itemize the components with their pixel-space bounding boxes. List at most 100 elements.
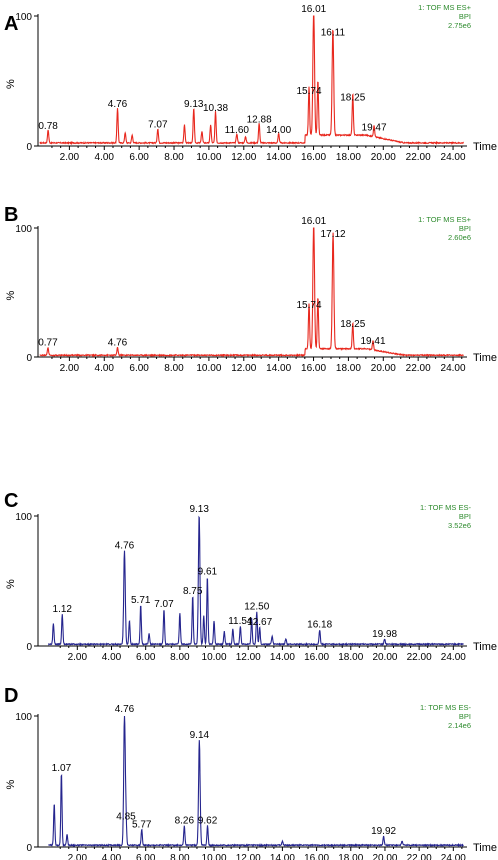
peak-label: 18.25 xyxy=(340,319,365,330)
peak-label: 1.07 xyxy=(52,763,72,774)
x-tick-label: 18.00 xyxy=(338,853,363,860)
y-axis-label: % xyxy=(5,79,17,89)
x-tick-label: 20.00 xyxy=(372,853,397,860)
x-tick-label: 22.00 xyxy=(407,853,432,860)
acquisition-info-line: 1: TOF MS ES- xyxy=(420,503,471,512)
chromatogram-trace xyxy=(48,515,464,647)
x-tick-label: 14.00 xyxy=(270,853,295,860)
x-tick-label: 24.00 xyxy=(441,363,466,374)
x-tick-label: 2.00 xyxy=(68,853,88,860)
x-tick-label: 12.00 xyxy=(231,363,256,374)
x-tick-label: 12.00 xyxy=(236,652,261,663)
y-tick-label: 100 xyxy=(15,12,32,23)
peak-label: 9.13 xyxy=(184,99,204,110)
x-tick-label: 20.00 xyxy=(372,652,397,663)
peak-label: 9.61 xyxy=(198,566,218,577)
y-tick-label: 0 xyxy=(26,843,32,854)
peak-label: 7.07 xyxy=(148,120,168,131)
chromatogram-trace xyxy=(47,715,464,848)
x-tick-label: 14.00 xyxy=(270,652,295,663)
peak-label: 9.13 xyxy=(189,504,209,515)
y-axis-label: % xyxy=(5,579,17,589)
peak-label: 19.47 xyxy=(362,122,387,133)
peak-label: 9.14 xyxy=(190,730,210,741)
y-tick-label: 0 xyxy=(26,642,32,653)
acquisition-info-line: BPI xyxy=(459,12,471,21)
y-tick-label: 0 xyxy=(26,353,32,364)
x-tick-label: 10.00 xyxy=(196,152,221,163)
x-tick-label: 2.00 xyxy=(60,363,80,374)
x-tick-label: 14.00 xyxy=(266,152,291,163)
peak-label: 19.92 xyxy=(371,826,396,837)
acquisition-info-line: BPI xyxy=(459,224,471,233)
y-tick-label: 0 xyxy=(26,142,32,153)
panel-letter: C xyxy=(4,490,18,512)
peak-label: 0.78 xyxy=(38,121,58,132)
x-tick-label: 6.00 xyxy=(136,853,156,860)
x-tick-label: 12.00 xyxy=(231,152,256,163)
acquisition-info-line: 1: TOF MS ES- xyxy=(420,703,471,712)
x-tick-label: 8.00 xyxy=(170,853,190,860)
x-tick-label: 8.00 xyxy=(170,652,190,663)
peak-label: 10.38 xyxy=(203,103,228,114)
x-tick-label: 24.00 xyxy=(441,853,466,860)
peak-label: 19.98 xyxy=(372,629,397,640)
acquisition-info-line: 2.60e6 xyxy=(448,233,471,242)
x-tick-label: 6.00 xyxy=(136,652,156,663)
peak-label: 7.07 xyxy=(154,599,174,610)
peak-label: 16.11 xyxy=(321,27,346,38)
peak-label: 9.62 xyxy=(198,815,218,826)
x-tick-label: 24.00 xyxy=(441,152,466,163)
y-tick-label: 100 xyxy=(15,712,32,723)
peak-label: 16.18 xyxy=(307,620,332,631)
x-tick-label: 22.00 xyxy=(406,152,431,163)
x-tick-label: 16.00 xyxy=(301,152,326,163)
acquisition-info-line: 1: TOF MS ES+ xyxy=(418,3,471,12)
panel-letter: B xyxy=(4,204,18,226)
x-tick-label: 16.00 xyxy=(304,853,329,860)
x-tick-label: 10.00 xyxy=(196,363,221,374)
acquisition-info-line: 2.75e6 xyxy=(448,21,471,30)
x-tick-label: 16.00 xyxy=(304,652,329,663)
x-axis-label: Time xyxy=(473,352,497,364)
x-tick-label: 2.00 xyxy=(60,152,80,163)
chromatogram-trace xyxy=(39,227,464,358)
x-tick-label: 2.00 xyxy=(68,652,88,663)
x-axis-label: Time xyxy=(473,842,497,854)
peak-label: 11.60 xyxy=(225,125,250,136)
peak-label: 1.12 xyxy=(53,604,73,615)
peak-label: 16.01 xyxy=(301,216,326,227)
peak-label: 5.71 xyxy=(131,595,151,606)
x-tick-label: 8.00 xyxy=(164,152,184,163)
x-tick-label: 16.00 xyxy=(301,363,326,374)
y-tick-label: 100 xyxy=(15,224,32,235)
peak-label: 17.12 xyxy=(321,229,346,240)
x-tick-label: 8.00 xyxy=(164,363,184,374)
peak-label: 12.88 xyxy=(247,115,272,126)
panel-letter: D xyxy=(4,685,18,707)
peak-label: 15.74 xyxy=(296,86,321,97)
peak-label: 4.76 xyxy=(108,99,128,110)
y-axis-label: % xyxy=(5,291,17,301)
chromatogram-trace xyxy=(39,15,465,146)
x-tick-label: 18.00 xyxy=(338,652,363,663)
x-tick-label: 6.00 xyxy=(129,363,149,374)
peak-label: 12.50 xyxy=(244,602,269,613)
chart-panel-d: D 100 0% 2.00 4.00 6.00 8.00 10.00 12.00 14.00 16.… xyxy=(4,685,497,860)
x-tick-label: 4.00 xyxy=(95,363,115,374)
peak-label: 4.76 xyxy=(115,540,135,551)
acquisition-info-line: 3.52e6 xyxy=(448,521,471,530)
peak-label: 8.26 xyxy=(175,815,195,826)
peak-label: 12.67 xyxy=(247,617,272,628)
x-axis-label: Time xyxy=(473,641,497,653)
x-tick-label: 4.00 xyxy=(102,652,122,663)
peak-label: 11.54 xyxy=(228,616,253,627)
x-tick-label: 10.00 xyxy=(202,652,227,663)
x-tick-label: 18.00 xyxy=(336,363,361,374)
x-tick-label: 4.00 xyxy=(95,152,115,163)
peak-label: 18.25 xyxy=(340,92,365,103)
